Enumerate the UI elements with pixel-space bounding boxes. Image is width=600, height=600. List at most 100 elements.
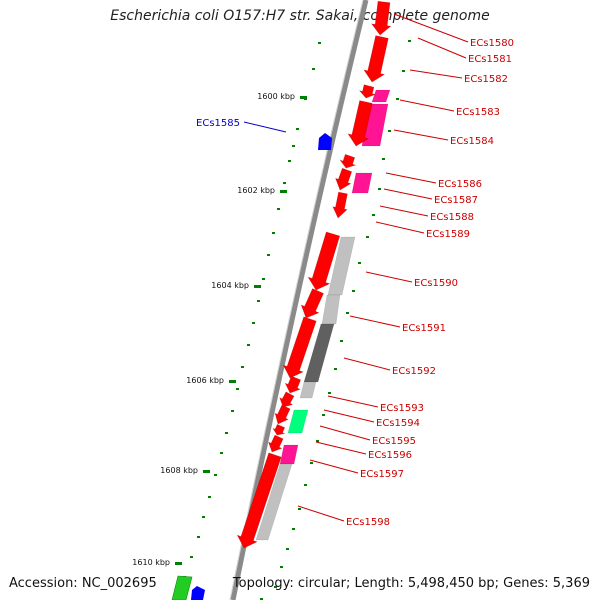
tick-dot — [316, 440, 319, 442]
kbp-tick-mark — [175, 562, 182, 565]
kbp-tick-mark — [229, 380, 236, 383]
forward-gene-arrow — [268, 434, 284, 453]
gene-label-ecs1584: ECs1584 — [450, 136, 494, 147]
tick-dot — [322, 414, 325, 416]
tick-dot — [272, 232, 275, 234]
kbp-tick-mark — [254, 285, 261, 288]
hit-blocks — [255, 89, 391, 541]
gene-label-ecs1594: ECs1594 — [376, 418, 420, 429]
tick-dot — [366, 236, 369, 238]
tick-dot — [358, 262, 361, 264]
hit-block — [299, 381, 317, 399]
kbp-tick-label: 1606 kbp — [186, 376, 224, 385]
tick-dot — [202, 516, 205, 518]
tick-dot — [388, 130, 391, 132]
forward-gene-arrow — [347, 100, 373, 147]
gene-label-ecs1595: ECs1595 — [372, 436, 416, 447]
forward-gene-arrow — [282, 316, 317, 379]
label-leader-line — [379, 205, 429, 217]
kbp-tick-mark — [280, 190, 287, 193]
hit-block — [371, 89, 391, 103]
reverse-gene-arrow — [191, 586, 205, 600]
label-leader-line — [349, 315, 401, 328]
hit-block — [351, 172, 373, 194]
gene-label-ecs1580: ECs1580 — [470, 38, 514, 49]
kbp-tick-label: 1610 kbp — [132, 558, 170, 567]
gene-label-ecs1596: ECs1596 — [368, 450, 412, 461]
label-leader-line — [365, 271, 413, 283]
tick-dot — [304, 484, 307, 486]
green-gene-block — [171, 575, 193, 600]
tick-dot — [352, 290, 355, 292]
forward-gene-arrow — [272, 424, 286, 436]
hit-block — [287, 409, 309, 434]
tick-dot — [328, 392, 331, 394]
tick-dot — [280, 566, 283, 568]
tick-dot — [236, 388, 239, 390]
tick-dot — [231, 410, 234, 412]
forward-gene-arrow — [358, 84, 377, 99]
tick-dot — [340, 340, 343, 342]
kbp-tick-mark — [300, 96, 307, 99]
gene-label-ecs1591: ECs1591 — [402, 323, 446, 334]
hit-block — [321, 294, 341, 325]
tick-dot — [378, 188, 381, 190]
tick-dot — [241, 366, 244, 368]
tick-dot — [318, 42, 321, 44]
tick-dot — [346, 312, 349, 314]
label-leader-line — [409, 69, 463, 79]
tick-dot — [257, 300, 260, 302]
tick-dot — [382, 158, 385, 160]
gene-label-ecs1581: ECs1581 — [468, 54, 512, 65]
label-leader-line — [393, 129, 449, 141]
gene-label-ecs1588: ECs1588 — [430, 212, 474, 223]
accession-text: Accession: NC_002695 — [9, 576, 157, 591]
tick-dot — [225, 432, 228, 434]
kbp-tick-mark — [203, 470, 210, 473]
gene-label-ecs1590: ECs1590 — [414, 278, 458, 289]
forward-gene-arrow — [332, 191, 348, 219]
tick-dot — [260, 598, 263, 600]
label-leader-line — [399, 99, 455, 112]
map-title: Escherichia coli O157:H7 str. Sakai, com… — [110, 8, 490, 24]
tick-dot — [310, 462, 313, 464]
tick-dot — [298, 508, 301, 510]
tick-dot — [197, 536, 200, 538]
tick-dot — [274, 586, 277, 588]
label-leader-line — [323, 409, 375, 423]
tick-dot — [288, 160, 291, 162]
tick-dot — [292, 528, 295, 530]
gene-features — [171, 0, 392, 600]
forward-gene-arrow — [307, 231, 341, 291]
hit-block — [327, 236, 356, 296]
label-leader-line — [393, 13, 469, 43]
tick-dot — [190, 556, 193, 558]
tick-dot — [214, 474, 217, 476]
label-leader-line — [309, 459, 359, 474]
hit-block — [303, 323, 335, 383]
label-leader-line — [375, 221, 425, 234]
tick-dot — [277, 208, 280, 210]
gene-label-ecs1593: ECs1593 — [380, 403, 424, 414]
kbp-ticks: 1600 kbp 1602 kbp 1604 kbp 1606 kbp 1608 kbp… — [132, 92, 307, 567]
hit-block — [255, 463, 293, 541]
kbp-tick-label: 1604 kbp — [211, 281, 249, 290]
forward-gene-arrow — [236, 452, 282, 549]
tick-dot — [262, 278, 265, 280]
gene-label-ecs1592: ECs1592 — [392, 366, 436, 377]
gene-label-ecs1589: ECs1589 — [426, 229, 470, 240]
forward-gene-arrow — [284, 375, 301, 394]
tick-dot — [402, 70, 405, 72]
label-leader-line — [417, 37, 467, 59]
forward-gene-arrow — [300, 288, 324, 319]
tick-dot — [296, 128, 299, 130]
tick-dot — [286, 548, 289, 550]
tick-dot — [396, 98, 399, 100]
tick-dot — [247, 344, 250, 346]
label-leader-line — [385, 172, 437, 184]
label-leader-line — [319, 425, 371, 441]
reverse-gene-arrow — [318, 133, 332, 150]
kbp-tick-label: 1608 kbp — [160, 466, 198, 475]
tick-dot — [267, 254, 270, 256]
